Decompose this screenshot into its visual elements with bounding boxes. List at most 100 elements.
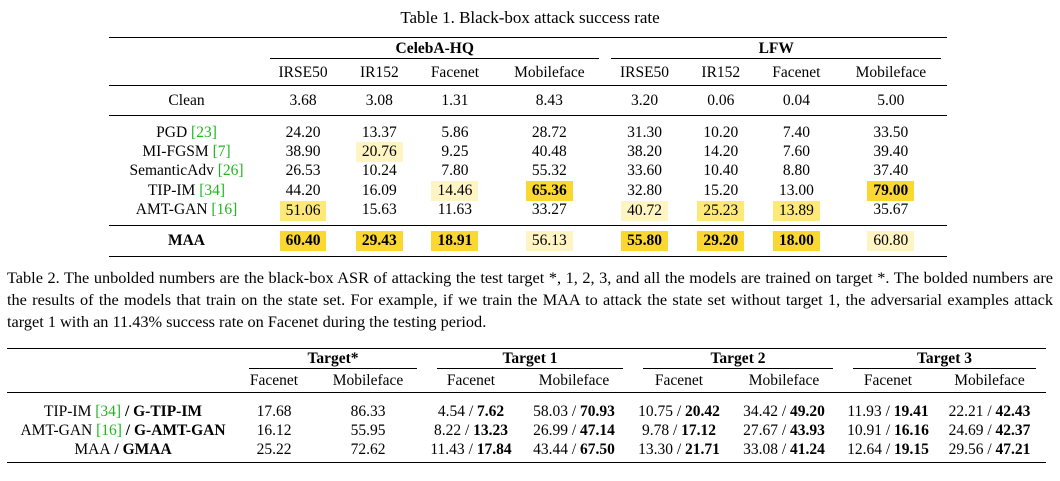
cell: 29.20 [684,225,759,256]
col-header: Mobileface [954,372,1025,390]
table2: Target* Target 1 Target 2 Target 3 Facen… [7,348,1046,463]
cell: 39.40 [873,142,909,160]
cell: 37.40 [873,162,909,180]
cell: 10.75 / 20.42 [638,402,720,420]
cell: 4.54 / 7.62 [437,402,505,420]
cell: 8.22 / 13.23 [433,421,509,439]
cell: 3.68 [289,91,317,109]
cell: 13.37 [361,123,397,141]
cell-value: 25.23 [697,201,745,221]
table1-caption: Table 1. Black-box attack success rate [400,8,660,27]
cell: 15.20 [703,182,739,199]
col-header: IRSE50 [619,64,670,82]
col-header: IR152 [359,64,399,82]
col-header: Facenet [446,372,496,390]
row-method: MI-FGSM [7] [142,142,231,160]
cell: 33.08 / 41.24 [743,440,825,458]
cell: 5.00 [877,91,905,109]
cell: 24.20 [285,123,321,141]
cell-value: 29.43 [355,230,403,251]
cell-value: 18.91 [431,230,479,251]
cell: 17.68 [256,402,292,420]
citation-link[interactable]: [16] [211,201,238,218]
cell: 7.80 [441,162,469,180]
group-lfw: LFW [611,40,941,60]
row-method: MAA [167,231,206,249]
citation-link[interactable]: [34] [199,182,226,199]
cell: 15.63 [361,201,397,218]
cell: 65.36 [493,181,605,201]
cell: 29.56 / 47.21 [948,440,1031,458]
cell-value: 29.20 [697,230,745,251]
table1: CelebA-HQ LFW IRSE50 IR152 Facenet Mobil… [109,37,947,257]
cell-value: 65.36 [525,181,573,201]
cell: 0.04 [782,91,810,109]
cell: 86.33 [350,402,386,420]
cell: 55.95 [350,421,386,439]
table2-column-header: Facenet Mobileface Facenet Mobileface Fa… [7,371,1046,393]
cell: 12.64 / 19.15 [847,440,929,458]
cell-value: 55.80 [621,230,668,251]
cell-value: 18.00 [772,230,820,251]
table-row: Clean 3.68 3.08 1.31 8.43 3.20 0.06 0.04… [109,86,947,116]
table-row: MAA 60.40 29.43 18.91 56.13 55.80 29.20 … [109,225,947,256]
cell: 7.40 [782,123,810,141]
cell: 16.12 [256,421,292,439]
citation-link[interactable]: [26] [217,162,244,180]
cell: 40.48 [531,142,567,160]
row-method: TIP-IM [34] [147,182,226,199]
cell: 9.25 [441,142,469,160]
table-row: MAA / GMAA 25.22 72.62 11.43 / 17.84 43.… [7,441,1046,463]
row-method: PGD [23] [156,123,217,141]
row-method: SemanticAdv [26] [129,162,244,180]
citation-link[interactable]: [16] [96,421,122,439]
cell: 9.78 / 17.12 [641,421,717,439]
cell: 13.30 / 21.71 [638,440,720,458]
cell: 38.20 [627,142,662,160]
col-header: Mobileface [748,372,820,390]
col-header: Facenet [772,64,821,82]
cell: 7.60 [782,142,810,160]
group-celeba: CelebA-HQ [270,40,600,60]
row-method: TIP-IM [34] / G-TIP-IM [44,402,202,420]
group-target-3: Target 3 [853,350,1036,370]
row-method: AMT-GAN [16] [135,201,238,218]
cell: 44.20 [285,182,321,199]
table-row: AMT-GAN [16] / G-AMT-GAN 16.12 55.95 8.2… [7,421,1046,441]
cell: 29.43 [342,225,417,256]
cell: 13.89 [758,201,835,225]
cell: 43.44 / 67.50 [533,440,615,458]
cell: 11.93 / 19.41 [847,402,929,420]
row-method: MAA / GMAA [74,440,172,458]
citation-link[interactable]: [7] [212,142,231,160]
citation-link[interactable]: [23] [191,123,217,141]
col-header: Facenet [430,64,480,82]
cell: 11.43 / 17.84 [430,440,512,458]
cell: 58.03 / 70.93 [533,402,615,420]
group-target-2: Target 2 [643,350,833,370]
col-header: IRSE50 [278,64,328,82]
col-header: Facenet [863,372,913,390]
cell: 8.80 [782,162,810,180]
cell: 3.08 [365,91,393,109]
cell: 5.86 [441,123,469,141]
cell: 28.72 [531,123,567,141]
col-header: Mobileface [332,372,404,390]
cell: 26.53 [285,162,321,180]
cell: 0.06 [707,91,735,109]
cell: 40.72 [605,201,683,225]
col-header: Mobileface [538,372,610,390]
cell: 51.06 [264,201,342,225]
table2-caption: Table 2. The unbolded numbers are the bl… [7,268,1053,331]
col-header: Facenet [249,372,299,390]
table1-column-header: IRSE50 IR152 Facenet Mobileface IRSE50 I… [109,62,947,86]
cell: 10.40 [703,162,739,180]
cell: 22.21 / 42.43 [948,402,1031,420]
cell-value: 60.80 [867,230,915,251]
cell: 33.60 [627,162,662,180]
citation-link[interactable]: [34] [95,402,122,420]
table-row: MI-FGSM [7] 38.90 20.76 9.25 40.48 38.20… [109,141,947,162]
col-header: IR152 [701,64,741,82]
cell: 8.43 [535,91,563,109]
table-row: SemanticAdv [26] 26.53 10.24 7.80 55.32 … [109,162,947,182]
